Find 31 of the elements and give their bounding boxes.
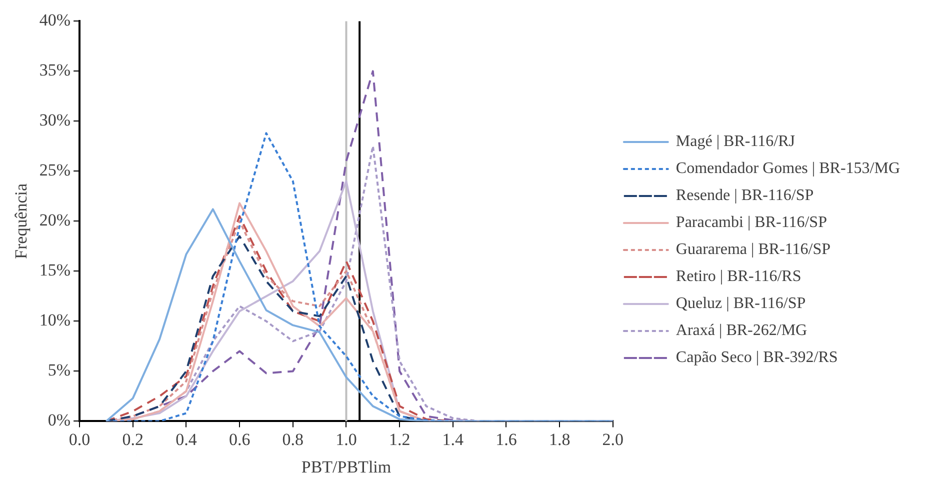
x-tick-label: 0.8 xyxy=(282,430,304,449)
legend-label: Retiro | BR-116/RS xyxy=(676,268,802,286)
legend-label: Resende | BR-116/SP xyxy=(676,187,814,204)
y-tick-label: 0% xyxy=(48,410,71,430)
legend-label: Araxá | BR-262/MG xyxy=(676,322,808,340)
x-tick-label: 1.6 xyxy=(496,430,517,449)
y-tick-label: 10% xyxy=(39,310,71,330)
x-tick-label: 1.0 xyxy=(336,430,357,449)
legend-label: Queluz | BR-116/SP xyxy=(676,295,806,312)
x-axis-title: PBT/PBTlim xyxy=(301,457,392,476)
x-tick-label: 1.4 xyxy=(442,430,464,449)
y-tick-label: 30% xyxy=(39,110,71,130)
x-tick-label: 0.2 xyxy=(122,430,144,449)
x-tick-label: 1.8 xyxy=(548,430,570,449)
legend-label: Guararema | BR-116/SP xyxy=(676,241,831,258)
legend-label: Magé | BR-116/RJ xyxy=(676,133,795,150)
y-tick-label: 35% xyxy=(39,60,71,80)
x-tick-label: 2.0 xyxy=(602,430,624,449)
x-tick-label: 0.4 xyxy=(176,430,198,449)
legend-label: Comendador Gomes | BR-153/MG xyxy=(676,160,900,178)
y-tick-label: 15% xyxy=(39,260,71,280)
y-tick-label: 25% xyxy=(39,160,71,180)
y-axis-title: Frequência xyxy=(12,182,31,259)
x-tick-label: 0.6 xyxy=(228,430,250,449)
legend-label: Capão Seco | BR-392/RS xyxy=(676,349,838,366)
legend-label: Paracambi | BR-116/SP xyxy=(676,214,828,232)
x-tick-label: 0.0 xyxy=(68,430,90,449)
y-tick-label: 20% xyxy=(39,210,71,230)
y-tick-label: 40% xyxy=(39,10,71,30)
x-tick-label: 1.2 xyxy=(388,430,410,449)
y-tick-label: 5% xyxy=(48,360,71,380)
